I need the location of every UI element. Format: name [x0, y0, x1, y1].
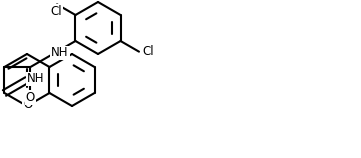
Text: NH: NH: [51, 46, 69, 60]
Text: Cl: Cl: [50, 5, 62, 18]
Text: NH: NH: [27, 73, 45, 85]
Text: O: O: [23, 98, 32, 112]
Text: O: O: [26, 91, 35, 104]
Text: Cl: Cl: [142, 45, 154, 58]
